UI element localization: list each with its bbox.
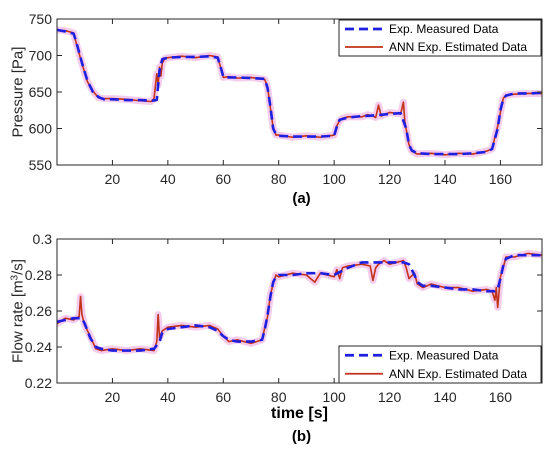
pressure-x-tick-label: 80: [271, 171, 287, 187]
flow-rate-panel: 20 40 60 80 100 120 140 160 0.22 0.24 0.26 0.28 0.3…: [9, 231, 543, 445]
pressure-panel: 20 40 60 80 100 120 140 160 550 600 650 700 750 Pre…: [9, 11, 543, 207]
flow-y-tick-label: 0.24: [25, 339, 52, 355]
pressure-series: [57, 28, 542, 156]
flow-y-tick-label: 0.3: [33, 231, 53, 247]
pressure-y-tick-label: 550: [29, 157, 53, 173]
pressure-x-ticks: 20 40 60 80 100 120 140 160: [105, 19, 513, 187]
flow-y-axis-label: Flow rate [m3/s]: [9, 259, 27, 363]
flow-y-ticks: 0.22 0.24 0.26 0.28 0.3: [25, 231, 542, 391]
pressure-legend: Exp. Measured Data ANN Exp. Estimated Da…: [338, 19, 542, 57]
flow-x-tick-label: 160: [489, 389, 513, 405]
pressure-series-estimated: [57, 29, 542, 156]
pressure-y-axis-label: Pressure [Pa]: [9, 47, 26, 138]
pressure-x-tick-label: 140: [433, 171, 457, 187]
pressure-x-tick-label: 120: [378, 171, 402, 187]
flow-y-axis-label-pre: Flow rate [m: [9, 280, 26, 363]
flow-y-tick-label: 0.22: [25, 375, 52, 391]
pressure-caption: (a): [292, 190, 310, 207]
pressure-x-tick-label: 40: [160, 171, 176, 187]
flow-y-tick-label: 0.26: [25, 303, 52, 319]
flow-y-axis-label-post: /s]: [9, 259, 26, 275]
flow-legend-box: [338, 345, 542, 384]
flow-x-tick-label: 40: [160, 389, 176, 405]
pressure-series-measured: [57, 28, 542, 156]
flow-legend-label-estimated: ANN Exp. Estimated Data: [389, 367, 527, 381]
flow-x-tick-label: 20: [105, 389, 121, 405]
pressure-y-tick-label: 750: [29, 11, 53, 27]
flow-x-tick-label: 100: [322, 389, 346, 405]
pressure-y-tick-label: 650: [29, 84, 53, 100]
pressure-legend-box: [338, 19, 542, 57]
flow-legend: Exp. Measured Data ANN Exp. Estimated Da…: [338, 345, 542, 384]
pressure-x-tick-label: 160: [489, 171, 513, 187]
pressure-x-tick-label: 60: [215, 171, 231, 187]
pressure-legend-label-estimated: ANN Exp. Estimated Data: [389, 40, 527, 54]
pressure-y-tick-label: 600: [29, 121, 53, 137]
flow-x-tick-label: 60: [215, 389, 231, 405]
flow-series-measured: [57, 253, 542, 352]
pressure-y-ticks: 550 600 650 700 750: [29, 11, 542, 173]
flow-series: [57, 252, 542, 352]
flow-y-axis-label-sup: 3: [9, 274, 20, 280]
flow-x-tick-label: 140: [433, 389, 457, 405]
pressure-x-tick-label: 20: [105, 171, 121, 187]
pressure-y-tick-label: 700: [29, 48, 53, 64]
pressure-legend-label-measured: Exp. Measured Data: [389, 22, 499, 36]
flow-x-axis-label: time [s]: [271, 405, 328, 422]
flow-x-tick-label: 120: [378, 389, 402, 405]
flow-x-tick-label: 80: [271, 389, 287, 405]
flow-caption: (b): [292, 428, 311, 445]
flow-y-tick-label: 0.28: [25, 267, 52, 283]
flow-legend-label-measured: Exp. Measured Data: [389, 348, 499, 362]
pressure-x-tick-label: 100: [322, 171, 346, 187]
flow-x-ticks: 20 40 60 80 100 120 140 160: [105, 239, 513, 405]
